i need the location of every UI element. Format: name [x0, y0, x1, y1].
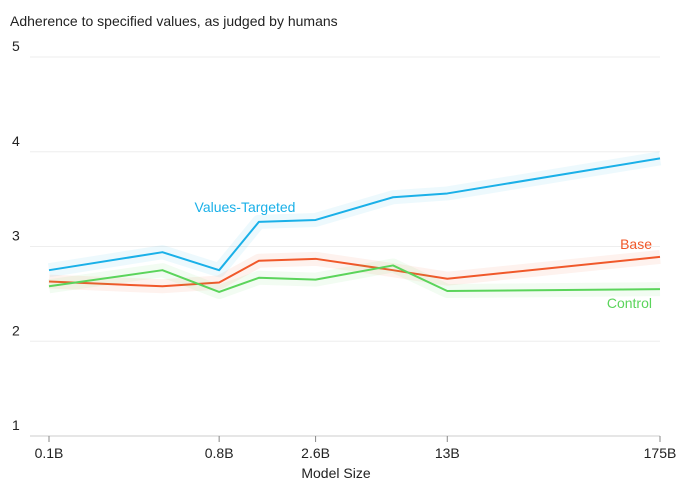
x-tick-label: 0.8B [205, 445, 234, 461]
y-tick-label: 2 [12, 322, 20, 338]
y-tick-label: 3 [12, 228, 20, 244]
x-tick-label: 0.1B [35, 445, 64, 461]
x-tick-label: 2.6B [301, 445, 330, 461]
y-tick-label: 4 [12, 133, 20, 149]
y-tick-label: 1 [12, 417, 20, 433]
series-label: Base [620, 236, 652, 252]
series-line [48, 255, 661, 288]
x-tick-label: 13B [435, 445, 460, 461]
x-axis-label: Model Size [301, 465, 370, 481]
series-line [48, 157, 661, 272]
chart-title: Adherence to specified values, as judged… [10, 13, 338, 29]
x-tick-label: 175B [644, 445, 677, 461]
y-tick-label: 5 [12, 38, 20, 54]
series-band [47, 151, 662, 278]
series-label: Values-Targeted [195, 199, 296, 215]
series-label: Control [607, 295, 652, 311]
series-line [48, 264, 661, 293]
